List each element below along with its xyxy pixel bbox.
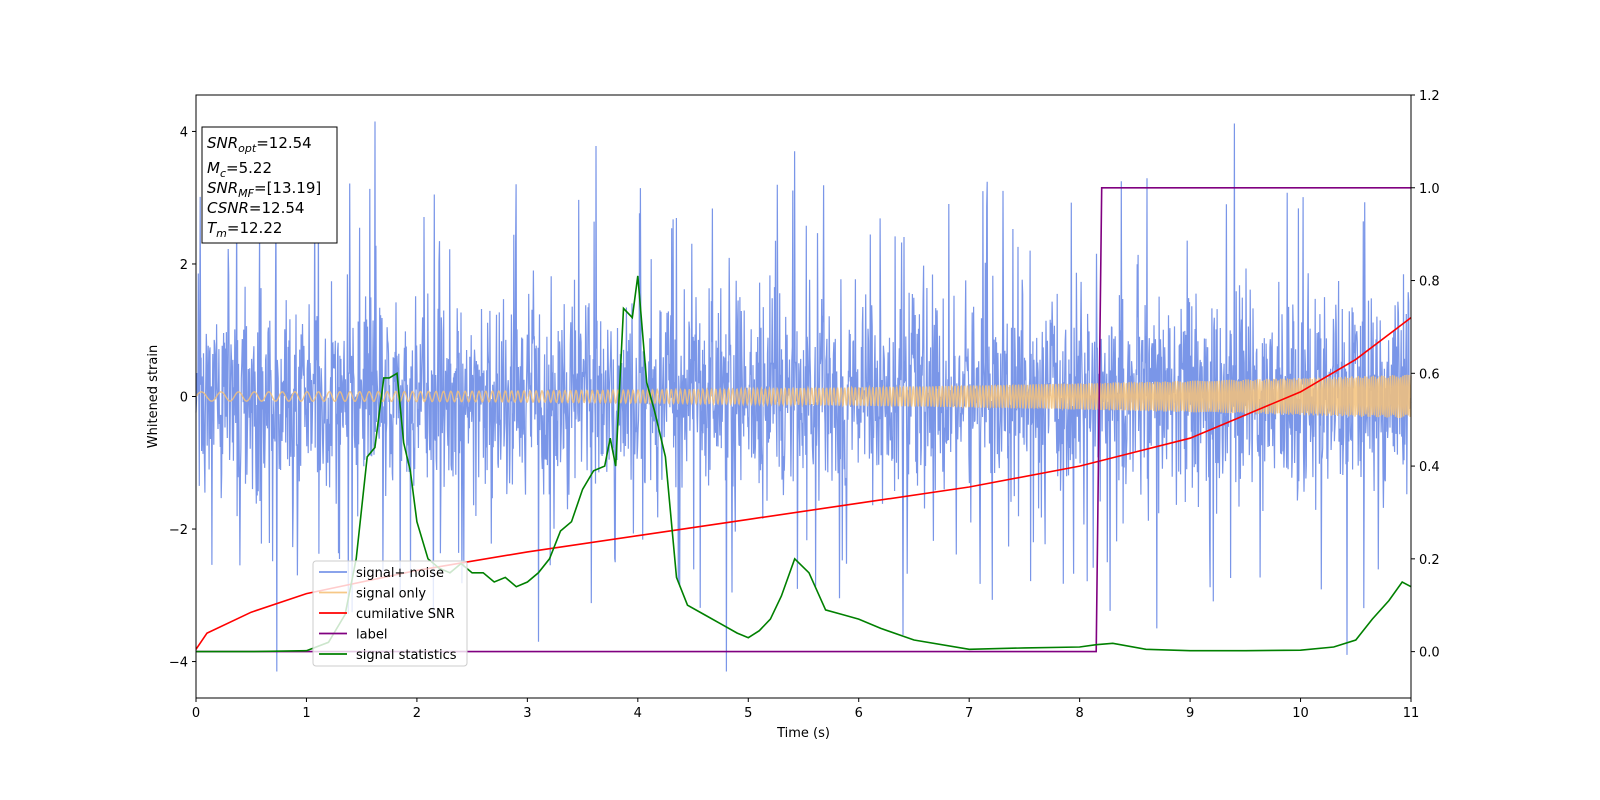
legend-label: cumilative SNR xyxy=(356,607,455,622)
x-tick-label: 1 xyxy=(302,706,310,721)
left-y-axis: −4 −2 0 2 4 xyxy=(169,125,196,671)
legend-item-signal-statistics: signal statistics xyxy=(319,648,457,663)
csnr-text: CSNR=12.54 xyxy=(207,199,304,217)
right-y-tick-label: 0.8 xyxy=(1419,275,1440,290)
right-y-tick-label: 0.2 xyxy=(1419,553,1440,568)
x-tick-label: 9 xyxy=(1186,706,1194,721)
legend-item-cumulative-snr: cumilative SNR xyxy=(319,607,455,622)
tm-text: Tm=12.22 xyxy=(207,219,282,240)
right-y-tick-label: 1.2 xyxy=(1419,89,1440,104)
legend-item-signal-only: signal only xyxy=(319,587,426,602)
x-tick-label: 0 xyxy=(192,706,200,721)
left-y-tick-label: −2 xyxy=(169,523,188,538)
label-line xyxy=(196,187,1411,653)
x-tick-label: 7 xyxy=(965,706,973,721)
x-tick-label: 8 xyxy=(1075,706,1083,721)
left-y-tick-label: −4 xyxy=(169,656,188,671)
right-y-tick-label: 0.0 xyxy=(1419,646,1440,661)
mc-text: Mc=5.22 xyxy=(207,159,272,180)
x-tick-label: 10 xyxy=(1292,706,1309,721)
right-y-tick-label: 0.6 xyxy=(1419,367,1440,382)
signal-only-line xyxy=(195,374,1412,419)
left-y-tick-label: 2 xyxy=(180,258,188,273)
x-tick-label: 4 xyxy=(634,706,642,721)
legend-label: label xyxy=(356,628,387,643)
x-tick-label: 2 xyxy=(413,706,421,721)
right-y-tick-label: 1.0 xyxy=(1419,182,1440,197)
x-tick-label: 11 xyxy=(1403,706,1420,721)
x-tick-label: 6 xyxy=(855,706,863,721)
right-y-tick-label: 0.4 xyxy=(1419,460,1440,475)
snr-mf-text: SNRMF=[13.19] xyxy=(207,179,321,200)
left-y-tick-label: 0 xyxy=(180,391,188,406)
legend: signal+ noise signal only cumilative SNR la… xyxy=(312,560,468,667)
left-y-tick-label: 4 xyxy=(180,125,188,140)
legend-label: signal statistics xyxy=(356,648,457,663)
x-tick-label: 3 xyxy=(523,706,531,721)
x-tick-label: 5 xyxy=(744,706,752,721)
legend-label: signal+ noise xyxy=(356,566,444,581)
legend-item-signal-noise: signal+ noise xyxy=(319,566,444,581)
legend-item-label: label xyxy=(319,628,387,643)
signal-statistics-line xyxy=(196,275,1412,653)
right-y-axis: 0.0 0.2 0.4 0.6 0.8 1.0 1.2 xyxy=(1411,89,1440,661)
left-y-axis-title: Whitened strain xyxy=(146,345,161,448)
x-axis-title: Time (s) xyxy=(776,726,830,741)
cumulative-snr-line xyxy=(195,316,1412,650)
stats-annotation-box: SNRopt=12.54 Mc=5.22 SNRMF=[13.19] CSNR=… xyxy=(201,126,338,244)
legend-label: signal only xyxy=(356,587,426,602)
snr-opt-text: SNRopt=12.54 xyxy=(207,134,312,155)
signal-only-series xyxy=(195,374,1412,419)
x-axis: 0 1 2 3 4 5 6 7 8 9 10 11 xyxy=(192,698,1419,721)
right-axis-series xyxy=(195,187,1412,653)
